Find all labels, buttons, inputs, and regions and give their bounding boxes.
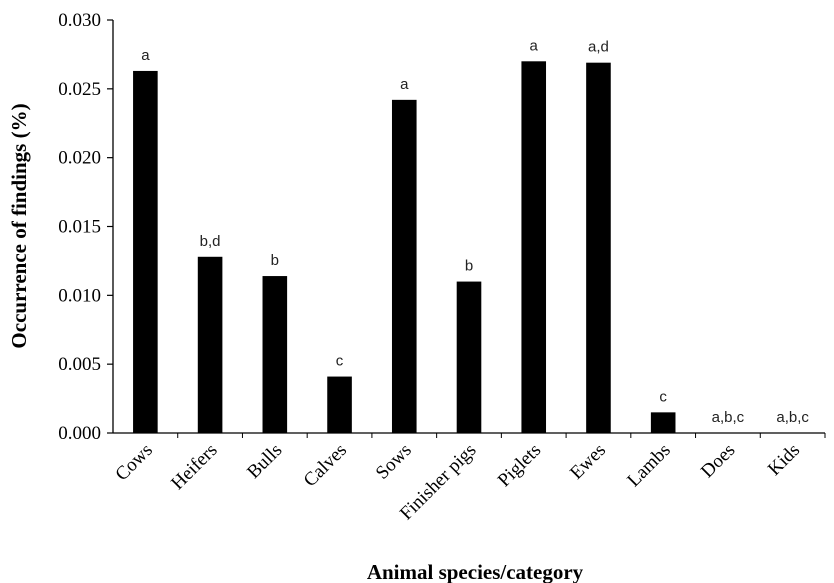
bar-ewes	[586, 62, 611, 433]
bar-annotation: a	[530, 37, 539, 54]
y-tick-label: 0.015	[58, 217, 101, 238]
y-axis: 0.000 0.005 0.010 0.015 0.020 0.025 0.030	[58, 10, 114, 444]
bar-annotation: a,b,c	[712, 409, 745, 426]
bar-annotation: a,d	[588, 39, 609, 56]
x-tick-label: Ewes	[566, 440, 610, 484]
x-tick-label: Bulls	[243, 440, 286, 483]
bar-heifers	[197, 256, 223, 433]
bar-bulls	[262, 276, 288, 433]
x-tick-label: Kids	[764, 440, 804, 480]
bar-annotations: a b,d b c a b a a,d c a,b,c a,b,c	[141, 37, 809, 426]
bar-lambs	[650, 412, 676, 433]
x-tick-label: Cows	[111, 440, 156, 485]
bar-annotation: c	[659, 388, 667, 405]
x-tick-label: Piglets	[494, 440, 545, 491]
bar-annotation: b	[271, 252, 279, 269]
bar-annotation: b,d	[200, 233, 221, 250]
bars	[133, 61, 676, 434]
bar-annotation: a,b,c	[776, 409, 809, 426]
bar-annotation: b	[465, 258, 473, 275]
y-tick-label: 0.030	[58, 10, 101, 31]
x-tick-label: Calves	[300, 440, 351, 491]
y-tick-label: 0.020	[58, 148, 101, 169]
y-tick-label: 0.005	[58, 354, 101, 375]
x-axis-title: Animal species/category	[367, 560, 584, 583]
bar-piglets	[521, 61, 547, 434]
y-tick-label: 0.010	[58, 285, 101, 306]
bar-annotation: a	[141, 47, 150, 64]
bar-cows	[133, 70, 158, 433]
bar-annotation: a	[400, 76, 409, 93]
y-axis-title: Occurrence of findings (%)	[7, 103, 31, 348]
bar-finisher-pigs	[456, 281, 482, 433]
x-tick-label: Lambs	[623, 440, 674, 491]
x-tick-label: Does	[697, 440, 739, 482]
bar-sows	[391, 99, 417, 433]
x-tick-label: Sows	[372, 440, 416, 484]
y-tick-label: 0.025	[58, 79, 101, 100]
y-tick-label: 0.000	[58, 423, 101, 444]
bar-annotation: c	[336, 353, 344, 370]
x-tick-label: Heifers	[167, 440, 221, 494]
bar-calves	[327, 376, 352, 433]
